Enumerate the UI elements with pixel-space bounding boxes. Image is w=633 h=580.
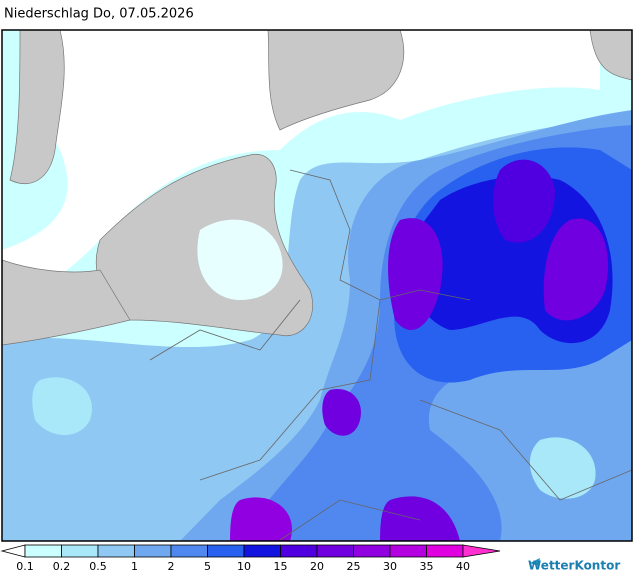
legend-swatch [426, 544, 464, 558]
map-frame [1, 29, 633, 542]
legend-tick-label: 0.1 [16, 560, 34, 573]
brand-logo: WetterKontor [528, 558, 620, 573]
legend-tick-label: 20 [310, 560, 324, 573]
legend-tick-label: 35 [420, 560, 434, 573]
map-title: Niederschlag Do, 07.05.2026 [4, 7, 194, 22]
legend-arrow-low [0, 544, 26, 558]
color-legend: 0.1 0.2 0.5 1 2 5 10 15 20 25 30 35 40 [0, 544, 501, 573]
legend-swatch [353, 544, 391, 558]
brand-name: WetterKontor [528, 559, 620, 573]
legend-tick-label: 2 [168, 560, 175, 573]
legend-arrow-high [462, 544, 501, 558]
legend-swatch [280, 544, 318, 558]
legend-tick-label: 30 [383, 560, 397, 573]
legend-tick-label: 5 [204, 560, 211, 573]
legend-tick-label: 1 [131, 560, 138, 573]
legend-swatch [170, 544, 208, 558]
legend-swatch [389, 544, 427, 558]
legend-tick-label: 15 [274, 560, 288, 573]
legend-swatch [134, 544, 172, 558]
legend-tick-label: 0.5 [89, 560, 107, 573]
legend-swatch [207, 544, 245, 558]
precipitation-map [2, 30, 632, 541]
legend-tick-label: 0.2 [53, 560, 71, 573]
legend-swatch [61, 544, 99, 558]
legend-tick-label: 10 [237, 560, 251, 573]
legend-tick-label: 25 [347, 560, 361, 573]
legend-swatch [316, 544, 354, 558]
legend-swatch [243, 544, 281, 558]
legend-swatch [24, 544, 62, 558]
legend-tick-label: 40 [456, 560, 470, 573]
legend-swatch [97, 544, 135, 558]
